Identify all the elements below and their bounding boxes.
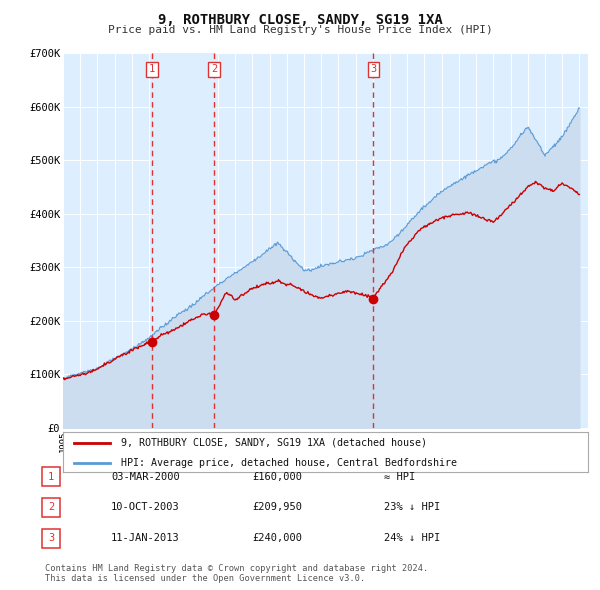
Text: HPI: Average price, detached house, Central Bedfordshire: HPI: Average price, detached house, Cent… — [121, 458, 457, 468]
Text: ≈ HPI: ≈ HPI — [384, 472, 415, 481]
Text: 1: 1 — [149, 64, 155, 74]
Text: Contains HM Land Registry data © Crown copyright and database right 2024.
This d: Contains HM Land Registry data © Crown c… — [45, 563, 428, 583]
Bar — [152, 53, 214, 428]
Text: 23% ↓ HPI: 23% ↓ HPI — [384, 503, 440, 512]
Text: 1: 1 — [48, 472, 54, 481]
Text: 03-MAR-2000: 03-MAR-2000 — [111, 472, 180, 481]
Text: 10-OCT-2003: 10-OCT-2003 — [111, 503, 180, 512]
Text: 24% ↓ HPI: 24% ↓ HPI — [384, 533, 440, 543]
Text: £209,950: £209,950 — [252, 503, 302, 512]
Text: 2: 2 — [211, 64, 217, 74]
Text: 9, ROTHBURY CLOSE, SANDY, SG19 1XA: 9, ROTHBURY CLOSE, SANDY, SG19 1XA — [158, 13, 442, 27]
Text: 3: 3 — [370, 64, 376, 74]
Text: 9, ROTHBURY CLOSE, SANDY, SG19 1XA (detached house): 9, ROTHBURY CLOSE, SANDY, SG19 1XA (deta… — [121, 438, 427, 448]
Text: 2: 2 — [48, 503, 54, 512]
Text: £160,000: £160,000 — [252, 472, 302, 481]
Text: Price paid vs. HM Land Registry's House Price Index (HPI): Price paid vs. HM Land Registry's House … — [107, 25, 493, 35]
Text: £240,000: £240,000 — [252, 533, 302, 543]
Text: 3: 3 — [48, 533, 54, 543]
Text: 11-JAN-2013: 11-JAN-2013 — [111, 533, 180, 543]
